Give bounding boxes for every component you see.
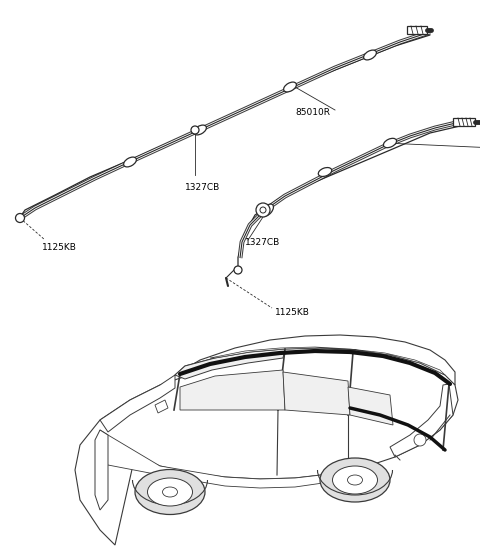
Text: 85010R: 85010R: [295, 108, 330, 117]
Ellipse shape: [320, 458, 390, 502]
Polygon shape: [155, 400, 168, 413]
Circle shape: [234, 266, 242, 274]
Polygon shape: [95, 430, 108, 510]
Ellipse shape: [364, 50, 376, 60]
Ellipse shape: [333, 466, 377, 494]
Polygon shape: [100, 375, 175, 432]
FancyBboxPatch shape: [407, 26, 427, 34]
FancyBboxPatch shape: [453, 118, 475, 126]
Ellipse shape: [147, 478, 192, 506]
Text: 1327CB: 1327CB: [245, 238, 280, 247]
Ellipse shape: [348, 475, 362, 485]
Circle shape: [414, 434, 426, 446]
Polygon shape: [175, 349, 285, 379]
Circle shape: [15, 214, 24, 222]
Circle shape: [260, 207, 266, 213]
Ellipse shape: [284, 82, 296, 92]
Polygon shape: [75, 350, 458, 545]
Ellipse shape: [124, 157, 136, 167]
Polygon shape: [175, 335, 455, 385]
Text: 1125KB: 1125KB: [42, 243, 77, 252]
Polygon shape: [210, 347, 445, 375]
Text: 1327CB: 1327CB: [185, 183, 220, 192]
Polygon shape: [180, 370, 285, 410]
Ellipse shape: [163, 487, 178, 497]
Circle shape: [191, 126, 199, 134]
Text: 1125KB: 1125KB: [275, 308, 310, 317]
Polygon shape: [100, 430, 365, 488]
Circle shape: [256, 203, 270, 217]
Ellipse shape: [135, 469, 205, 514]
Ellipse shape: [193, 125, 206, 135]
Polygon shape: [390, 384, 453, 457]
Ellipse shape: [263, 204, 274, 216]
Polygon shape: [348, 387, 393, 425]
Polygon shape: [283, 372, 350, 415]
Ellipse shape: [318, 167, 332, 176]
Ellipse shape: [384, 138, 396, 148]
